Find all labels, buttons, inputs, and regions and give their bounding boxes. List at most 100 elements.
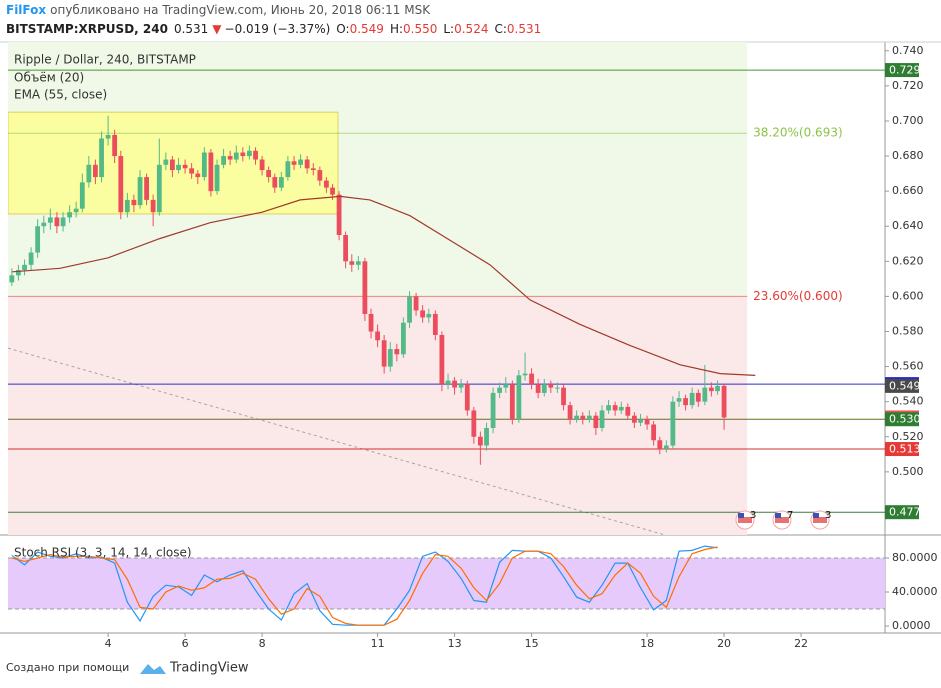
- candle-body: [426, 313, 432, 318]
- event-label: 7: [787, 510, 793, 521]
- price-badge-label: 0.549: [889, 379, 921, 392]
- price-badge-label: 0.513: [889, 443, 921, 456]
- candle-body: [317, 170, 323, 181]
- candle-body: [663, 445, 669, 450]
- event-label: 3: [825, 510, 831, 521]
- candle-body: [86, 164, 92, 183]
- candle-body: [561, 387, 566, 406]
- stoch-pane: [8, 545, 885, 626]
- candle-body: [99, 138, 104, 178]
- candle-body: [618, 406, 624, 411]
- candle-body: [355, 261, 361, 265]
- candle-body: [67, 212, 72, 218]
- candle-body: [439, 334, 445, 385]
- candle-body: [214, 164, 220, 192]
- price-badge: [885, 442, 919, 457]
- last: 0.531: [174, 22, 208, 36]
- candle-body: [702, 387, 708, 402]
- candle-body: [362, 261, 368, 314]
- y-tick-label: 0.540: [892, 395, 924, 408]
- candle-body: [131, 199, 137, 206]
- candle-body: [137, 177, 143, 206]
- candle-body: [683, 398, 688, 406]
- candle-body: [689, 392, 695, 406]
- candle-body: [375, 331, 380, 341]
- candle-body: [227, 156, 233, 160]
- candle-body: [464, 384, 470, 411]
- candle-body: [291, 161, 297, 165]
- candle-body: [349, 261, 355, 265]
- arrow: ▼: [212, 22, 222, 36]
- candle-body: [413, 296, 419, 311]
- legend-indicator: Объём (20): [14, 71, 84, 85]
- candle-body: [586, 415, 592, 420]
- published: опубликовано на TradingView.com, Июнь 20…: [50, 3, 431, 17]
- y-tick-label: 0.660: [892, 184, 924, 197]
- price-badge: [885, 412, 919, 427]
- symbol-line: BITSTAMP:XRPUSD, 240 0.531 ▼ −0.019 (−3.37%…: [6, 22, 541, 36]
- footer-text: Создано при помощи: [6, 661, 129, 674]
- candle-body: [651, 424, 657, 441]
- event-flag-stripe: [738, 517, 752, 523]
- ohlc-key: O:: [336, 22, 349, 36]
- event-flag-stripe: [813, 517, 827, 523]
- event-flag-stripe: [775, 517, 789, 523]
- candle-body: [73, 208, 79, 213]
- candle-body: [272, 177, 278, 188]
- event-flag-canton: [813, 513, 819, 518]
- candle-body: [548, 384, 554, 388]
- candle-body: [259, 159, 265, 171]
- candle-body: [22, 264, 27, 271]
- candle-body: [47, 217, 53, 223]
- y-tick-label: 0.620: [892, 254, 924, 267]
- symbol: BITSTAMP:XRPUSD, 240: [6, 22, 168, 36]
- candle-body: [503, 384, 509, 388]
- event-label: 3: [750, 510, 756, 521]
- candle-body: [112, 134, 118, 157]
- candle-body: [41, 222, 47, 227]
- candle-body: [625, 406, 631, 416]
- candle-body: [266, 170, 272, 178]
- stoch-title: Stoch RSI (3, 3, 14, 14, close): [14, 546, 192, 560]
- fib-label: 23.60%(0.600): [753, 289, 842, 303]
- candle-body: [92, 164, 98, 178]
- legend-indicator: EMA (55, close): [14, 88, 107, 102]
- candle-body: [535, 384, 541, 393]
- candle-body: [144, 177, 149, 200]
- header-line: FilFox опубликовано на TradingView.com, И…: [6, 3, 431, 17]
- candle-body: [638, 419, 643, 423]
- x-tick-label: 4: [105, 637, 112, 650]
- x-tick-label: 22: [794, 637, 808, 650]
- price-badge-label: 0.729: [889, 64, 921, 77]
- candle-body: [452, 380, 457, 388]
- legend-title: Ripple / Dollar, 240, BITSTAMP: [14, 53, 196, 67]
- candle-body: [35, 226, 41, 253]
- candle-body: [593, 415, 599, 428]
- candle-body: [670, 401, 676, 446]
- candle-body: [471, 410, 477, 437]
- logo-icon: [140, 664, 166, 674]
- y-tick-label: 0.520: [892, 430, 924, 443]
- candle-body: [458, 384, 464, 388]
- candle-body: [387, 349, 393, 367]
- x-tick-label: 20: [717, 637, 731, 650]
- candle-body: [221, 156, 226, 165]
- ohlc-value: 0.549: [350, 22, 384, 36]
- author: FilFox: [6, 3, 46, 17]
- candle-body: [169, 159, 175, 171]
- candle-body: [278, 177, 284, 188]
- y-tick-label: 0.740: [892, 44, 924, 57]
- candle-body: [541, 384, 547, 393]
- y-tick-label: 0.600: [892, 289, 924, 302]
- candle-body: [574, 415, 580, 420]
- event-flag-canton: [775, 513, 781, 518]
- candle-body: [407, 296, 412, 323]
- candle-body: [60, 217, 66, 227]
- price-badge: [885, 505, 919, 520]
- candle-body: [612, 405, 618, 411]
- candle-body: [490, 392, 496, 428]
- candle-body: [343, 234, 349, 262]
- candle-body: [400, 322, 406, 355]
- ohlc-value: 0.550: [403, 22, 437, 36]
